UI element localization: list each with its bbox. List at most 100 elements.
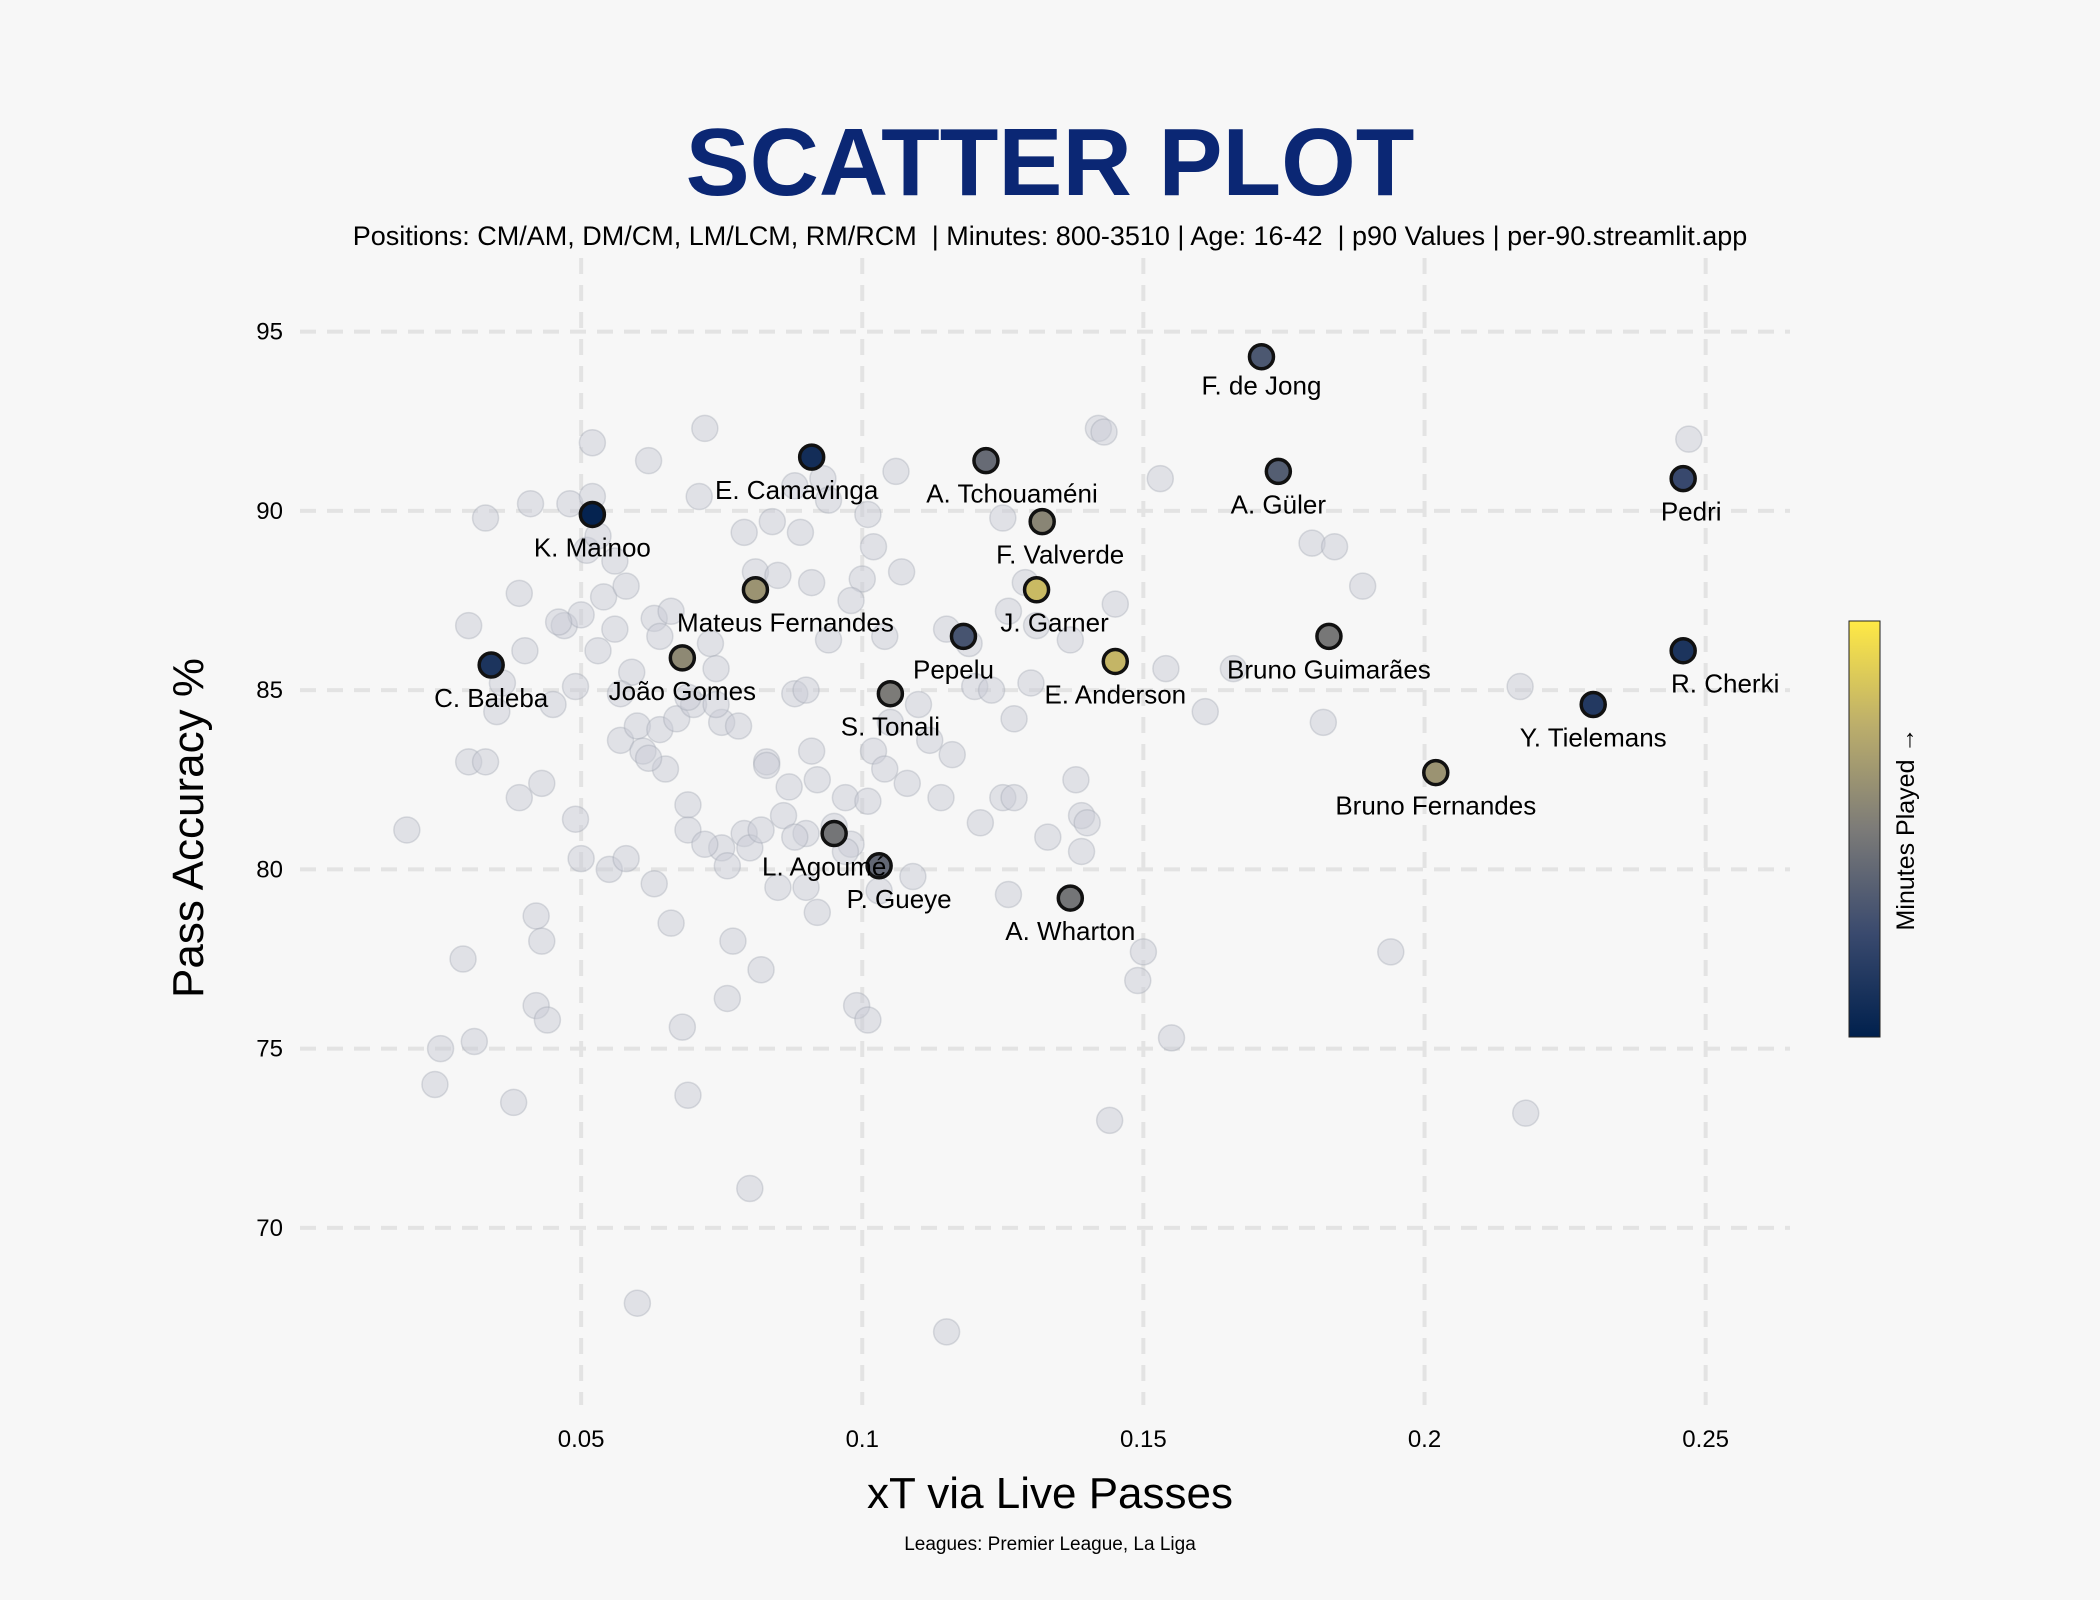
highlighted-point[interactable] [1264,457,1293,486]
x-tick-label: 0.25 [1682,1426,1729,1453]
background-point [792,676,820,704]
highlighted-point[interactable] [1669,636,1697,665]
highlighted-point[interactable] [865,852,893,880]
background-point [601,615,629,643]
background-point [505,579,534,608]
background-point [606,679,635,708]
background-point [623,712,652,740]
highlighted-point[interactable] [1669,464,1697,493]
y-axis-ticks: 70 75 80 85 90 95 [256,319,283,1242]
highlighted-point[interactable] [1247,342,1276,371]
background-point [483,697,511,726]
background-point [584,636,612,665]
player-label: Pedri [1661,497,1722,527]
background-point [471,504,500,532]
background-point [797,568,826,597]
background-point [1348,572,1377,600]
highlighted-point[interactable] [1056,884,1085,912]
background-point [393,816,421,844]
background-point [640,869,668,898]
background-point [915,726,944,755]
background-point [1067,837,1096,866]
highlighted-point[interactable] [477,651,505,679]
background-point [1124,966,1152,995]
background-point [747,956,775,984]
background-point [589,583,618,611]
background-point [516,489,545,518]
background-point [1219,654,1248,683]
background-point [1146,464,1175,493]
highlighted-point[interactable] [1101,647,1130,676]
background-point [1022,611,1051,640]
background-point [837,586,865,615]
background-point [668,1013,697,1041]
player-label: L. Agoumé [762,852,886,882]
highlighted-point[interactable] [876,679,905,708]
background-point [685,482,713,511]
background-point [882,457,910,486]
background-point [696,629,725,658]
background-point [471,748,500,776]
highlighted-point[interactable] [1579,690,1607,719]
player-label: C. Baleba [434,683,549,713]
highlighted-points [477,342,1697,912]
x-axis-ticks: 0.05 0.1 0.15 0.2 0.25 [558,1426,1729,1453]
background-point [578,428,607,457]
background-point [691,830,719,859]
background-point [747,816,775,844]
highlighted-point[interactable] [1315,622,1343,651]
highlighted-point[interactable] [797,443,826,471]
background-point [1377,938,1405,966]
background-point [623,1289,652,1317]
background-point [786,518,815,547]
x-tick-label: 0.2 [1408,1426,1441,1453]
background-point [719,927,747,955]
background-point [449,945,477,973]
background-point [522,902,550,930]
highlighted-point[interactable] [1422,758,1450,787]
background-point [803,898,832,927]
highlighted-point[interactable] [1028,507,1056,536]
background-point [758,507,787,536]
highlighted-point[interactable] [578,500,607,529]
background-point [511,636,539,665]
background-point [505,783,534,812]
background-point [781,472,809,500]
highlighted-point[interactable] [972,446,1000,475]
background-point [674,683,702,712]
background-point [691,414,719,443]
background-point [1034,823,1062,851]
background-point [1320,532,1349,561]
background-point [814,626,843,654]
background-point [899,862,927,891]
background-point [730,518,758,547]
highlighted-point[interactable] [668,644,697,672]
background-point [938,740,966,769]
background-point [713,984,742,1013]
background-point [977,676,1006,704]
background-point [994,597,1023,626]
highlighted-point[interactable] [741,575,770,604]
player-label: J. Garner [1000,608,1109,638]
background-point [871,755,899,783]
background-point [702,690,730,719]
highlighted-point[interactable] [949,622,978,651]
highlighted-point[interactable] [1022,575,1051,604]
background-point [561,672,590,701]
background-point [1191,697,1219,726]
background-point [764,873,792,902]
background-point [702,654,730,683]
y-tick-label: 70 [256,1215,283,1242]
player-label: E. Camavinga [715,475,879,505]
background-point [612,844,640,873]
x-tick-label: 0.05 [558,1426,605,1453]
background-point [887,558,916,586]
background-point [634,446,663,475]
y-tick-label: 75 [256,1036,283,1063]
background-point [539,690,567,719]
highlighted-point[interactable] [820,819,848,848]
background-point [1056,626,1085,654]
background-point [567,844,595,873]
